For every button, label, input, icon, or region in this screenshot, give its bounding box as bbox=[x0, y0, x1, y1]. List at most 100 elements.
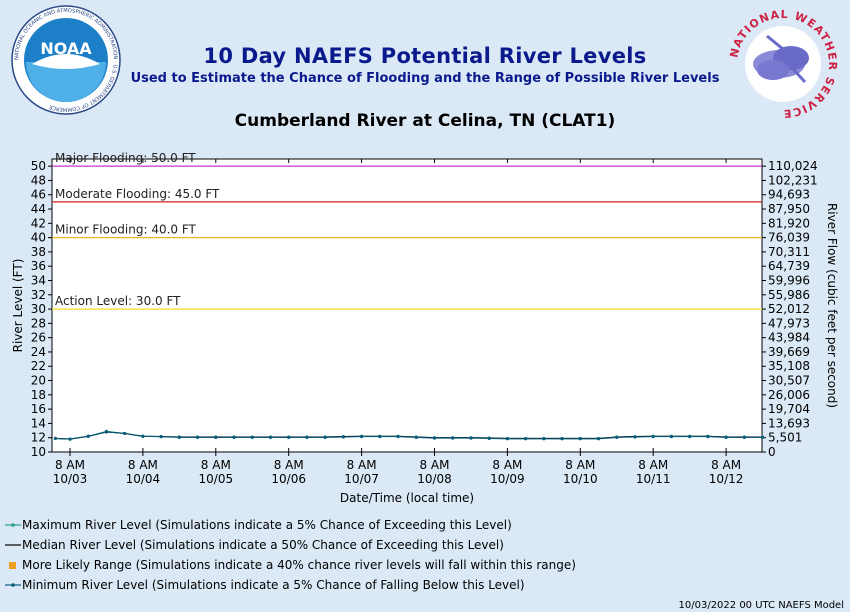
y-tick-label: 14 bbox=[31, 416, 46, 430]
y2-tick-label: 110,024 bbox=[768, 159, 818, 173]
y2-tick-label: 26,006 bbox=[768, 388, 810, 402]
legend-label-max: Maximum River Level (Simulations indicat… bbox=[22, 518, 512, 532]
x-tick-label-time: 8 AM bbox=[347, 458, 377, 472]
footer-model-run: 10/03/2022 00 UTC NAEFS Model bbox=[678, 600, 845, 611]
series-point-min bbox=[596, 437, 601, 441]
y2-tick-label: 102,231 bbox=[768, 173, 818, 187]
series-point-min bbox=[305, 435, 309, 439]
nws-logo: NATIONAL WEATHER SERVICE bbox=[727, 8, 838, 120]
x-tick-label-date: 10/07 bbox=[344, 472, 379, 486]
noaa-logo-text: NOAA bbox=[40, 39, 92, 58]
series-point-min bbox=[560, 437, 564, 441]
y-tick-label: 24 bbox=[31, 345, 46, 359]
series-point-min bbox=[724, 435, 728, 439]
series-point-min bbox=[487, 436, 491, 441]
y2-tick-label: 64,739 bbox=[768, 259, 810, 273]
series-point-min bbox=[524, 437, 528, 441]
y2-tick-label: 87,950 bbox=[768, 202, 810, 216]
series-point-min bbox=[195, 435, 200, 439]
y-tick-label: 36 bbox=[31, 259, 46, 273]
threshold-label-minor: Minor Flooding: 40.0 FT bbox=[55, 223, 197, 237]
x-tick-label-date: 10/04 bbox=[126, 472, 161, 486]
series-point-min bbox=[323, 435, 327, 439]
chart-subtitle: Used to Estimate the Chance of Flooding … bbox=[130, 71, 720, 86]
series-point-min bbox=[469, 436, 473, 440]
y-tick-label: 32 bbox=[31, 288, 46, 302]
series-point-min bbox=[68, 437, 72, 441]
y2-tick-label: 76,039 bbox=[768, 231, 810, 245]
legend-symbol-median bbox=[5, 544, 21, 546]
threshold-label-major: Major Flooding: 50.0 FT bbox=[55, 151, 196, 165]
legend-label-median: Median River Level (Simulations indicate… bbox=[22, 538, 504, 552]
y-axis-title: River Level (FT) bbox=[11, 259, 25, 353]
series-point-min bbox=[451, 436, 455, 440]
series-point-min bbox=[104, 430, 109, 434]
x-tick-label-time: 8 AM bbox=[638, 458, 668, 472]
series-point-min bbox=[542, 437, 546, 441]
y-tick-label: 22 bbox=[31, 359, 46, 373]
series-point-min bbox=[505, 437, 509, 441]
y-tick-label: 50 bbox=[31, 159, 46, 173]
series-point-min bbox=[159, 435, 163, 439]
series-point-min bbox=[141, 434, 145, 438]
x-tick-label-date: 10/10 bbox=[563, 472, 598, 486]
series-point-min bbox=[268, 435, 273, 439]
series-point-min bbox=[360, 435, 364, 439]
series-point-min bbox=[341, 435, 345, 439]
legend: Maximum River Level (Simulations indicat… bbox=[4, 515, 576, 595]
series-point-min bbox=[414, 435, 418, 439]
noaa-logo: NOAA NATIONAL OCEANIC AND ATMOSPHERIC AD… bbox=[11, 5, 121, 115]
series-point-min bbox=[214, 435, 218, 439]
y-tick-label: 42 bbox=[31, 216, 46, 230]
series-point-min bbox=[432, 436, 437, 440]
y2-tick-label: 19,704 bbox=[768, 402, 810, 416]
plot-area bbox=[51, 158, 763, 453]
legend-item-median: Median River Level (Simulations indicate… bbox=[4, 535, 576, 555]
series-line-min bbox=[55, 431, 763, 440]
threshold-label-action: Action Level: 30.0 FT bbox=[55, 294, 181, 308]
x-tick-label-time: 8 AM bbox=[419, 458, 449, 472]
y-tick-label: 12 bbox=[31, 431, 46, 445]
x-tick-label-time: 8 AM bbox=[201, 458, 231, 472]
series-point-min bbox=[742, 435, 746, 439]
series-point-min bbox=[688, 435, 692, 439]
y-tick-label: 46 bbox=[31, 188, 46, 202]
legend-symbol-likely bbox=[9, 562, 16, 569]
legend-label-min: Minimum River Level (Simulations indicat… bbox=[22, 578, 525, 592]
y2-tick-label: 59,996 bbox=[768, 273, 810, 287]
y2-tick-label: 0 bbox=[768, 445, 776, 459]
legend-symbol-max bbox=[5, 523, 21, 527]
series-point-min bbox=[396, 435, 400, 439]
y-tick-label: 18 bbox=[31, 388, 46, 402]
legend-symbol-min bbox=[5, 583, 21, 587]
y2-tick-label: 52,012 bbox=[768, 302, 810, 316]
y-tick-label: 26 bbox=[31, 331, 46, 345]
y-tick-label: 16 bbox=[31, 402, 46, 416]
series-point-min bbox=[53, 436, 58, 441]
series-point-min bbox=[123, 431, 127, 436]
y-tick-label: 20 bbox=[31, 374, 46, 388]
y2-tick-label: 94,693 bbox=[768, 188, 810, 202]
y-tick-label: 10 bbox=[31, 445, 46, 459]
x-tick-label-date: 10/09 bbox=[490, 472, 525, 486]
y2-tick-label: 47,973 bbox=[768, 316, 810, 330]
x-tick-label-time: 8 AM bbox=[492, 458, 522, 472]
y-tick-label: 48 bbox=[31, 173, 46, 187]
y2-tick-label: 81,920 bbox=[768, 216, 810, 230]
x-tick-label-time: 8 AM bbox=[711, 458, 741, 472]
series-point-min bbox=[250, 435, 254, 439]
chart-title: 10 Day NAEFS Potential River Levels bbox=[203, 44, 647, 68]
x-tick-label-time: 8 AM bbox=[55, 458, 85, 472]
series-point-min bbox=[669, 435, 674, 439]
series-point-min bbox=[706, 435, 710, 439]
series-point-min bbox=[177, 435, 181, 439]
legend-item-likely: More Likely Range (Simulations indicate … bbox=[4, 555, 576, 575]
y2-tick-label: 13,693 bbox=[768, 416, 810, 430]
station-name: Cumberland River at Celina, TN (CLAT1) bbox=[234, 111, 616, 131]
legend-label-likely: More Likely Range (Simulations indicate … bbox=[22, 558, 576, 572]
series-point-min bbox=[287, 435, 291, 439]
y-tick-label: 38 bbox=[31, 245, 46, 259]
legend-item-min: Minimum River Level (Simulations indicat… bbox=[4, 575, 576, 595]
series-point-min bbox=[760, 435, 765, 439]
